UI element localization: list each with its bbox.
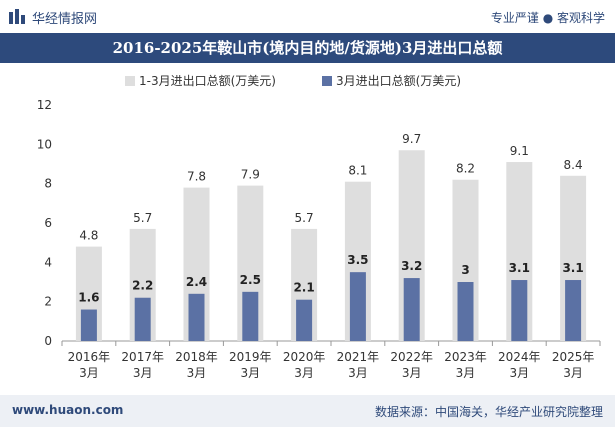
x-tick-label: 2024年 [498, 350, 541, 364]
data-label-total-q1: 7.8 [187, 170, 206, 184]
x-tick-label: 3月 [187, 366, 207, 380]
x-tick-label: 3月 [79, 366, 99, 380]
data-label-march: 3.2 [401, 259, 422, 273]
data-label-total-q1: 7.9 [241, 168, 260, 182]
bar-march [80, 309, 97, 341]
data-label-total-q1: 5.7 [133, 211, 152, 225]
brand-logo[interactable]: 华经情报网 [8, 8, 98, 27]
top-bar: 华经情报网 专业严谨 ● 客观科学 [0, 0, 615, 33]
website-link[interactable]: www.huaon.com [12, 403, 124, 417]
bar-march [349, 272, 366, 341]
y-tick-label: 0 [44, 334, 52, 348]
legend-label-2: 3月进出口总额(万美元) [336, 74, 461, 88]
bar-chart-icon [9, 9, 25, 24]
bar-march [403, 278, 420, 341]
y-tick-label: 6 [44, 216, 52, 230]
y-tick-label: 8 [44, 177, 52, 191]
x-tick-label: 2019年 [229, 350, 272, 364]
data-label-march: 1.6 [78, 291, 99, 305]
data-label-march: 3.5 [347, 253, 368, 267]
x-tick-label: 3月 [348, 366, 368, 380]
x-tick-label: 3月 [509, 366, 529, 380]
bar-march [457, 282, 474, 341]
brand-name: 华经情报网 [32, 11, 98, 27]
data-label-march: 3.1 [562, 261, 583, 275]
y-tick-label: 10 [37, 137, 52, 151]
bar-march [134, 297, 151, 341]
bar-march [565, 280, 582, 341]
data-label-total-q1: 5.7 [295, 211, 314, 225]
data-label-march: 3 [461, 263, 469, 277]
bar-march [511, 280, 528, 341]
x-tick-label: 2021年 [337, 350, 380, 364]
data-label-total-q1: 8.1 [348, 164, 367, 178]
footer: www.huaon.com 数据来源：中国海关，华经产业研究院整理 [0, 395, 615, 427]
data-label-march: 2.5 [240, 273, 261, 287]
slogan: 专业严谨 ● 客观科学 [490, 11, 605, 25]
data-source: 数据来源：中国海关，华经产业研究院整理 [374, 405, 603, 419]
data-label-total-q1: 8.2 [456, 162, 475, 176]
bar-chart: 1-3月进出口总额(万美元) 3月进出口总额(万美元) 0 2 4 6 8 10 12 4.8 1.… [37, 74, 601, 380]
x-tick-label: 3月 [133, 366, 153, 380]
chart-title: 2016-2025年鞍山市(境内目的地/货源地)3月进出口总额 [112, 39, 503, 57]
data-label-march: 2.2 [132, 279, 153, 293]
x-tick-label: 2020年 [283, 350, 326, 364]
x-tick-label: 3月 [456, 366, 476, 380]
y-tick-label: 2 [44, 295, 52, 309]
y-tick-label: 4 [44, 255, 52, 269]
legend-swatch-1 [125, 76, 135, 86]
x-tick-label: 2023年 [444, 350, 487, 364]
x-tick-label: 3月 [294, 366, 314, 380]
x-tick-label: 3月 [240, 366, 260, 380]
data-label-march: 3.1 [509, 261, 530, 275]
legend-label-1: 1-3月进出口总额(万美元) [139, 74, 276, 88]
x-tick-label: 3月 [402, 366, 422, 380]
data-label-total-q1: 9.1 [510, 144, 529, 158]
bar-march [296, 299, 313, 341]
bar-march [242, 291, 259, 341]
legend-swatch-2 [322, 76, 332, 86]
y-tick-label: 12 [37, 98, 52, 112]
data-label-march: 2.1 [293, 281, 314, 295]
x-tick-label: 2016年 [68, 350, 111, 364]
x-tick-label: 2017年 [121, 350, 164, 364]
title-bar: 2016-2025年鞍山市(境内目的地/货源地)3月进出口总额 [0, 33, 615, 63]
data-label-march: 2.4 [186, 275, 207, 289]
x-tick-label: 2018年 [175, 350, 218, 364]
chart-area: 1-3月进出口总额(万美元) 3月进出口总额(万美元) 0 2 4 6 8 10 12 4.8 1.… [0, 63, 615, 393]
bar-march [188, 293, 205, 341]
data-label-total-q1: 4.8 [79, 229, 98, 243]
x-tick-label: 2022年 [390, 350, 433, 364]
data-label-total-q1: 8.4 [564, 158, 583, 172]
data-label-total-q1: 9.7 [402, 132, 421, 146]
x-tick-label: 3月 [563, 366, 583, 380]
x-tick-label: 2025年 [552, 350, 595, 364]
